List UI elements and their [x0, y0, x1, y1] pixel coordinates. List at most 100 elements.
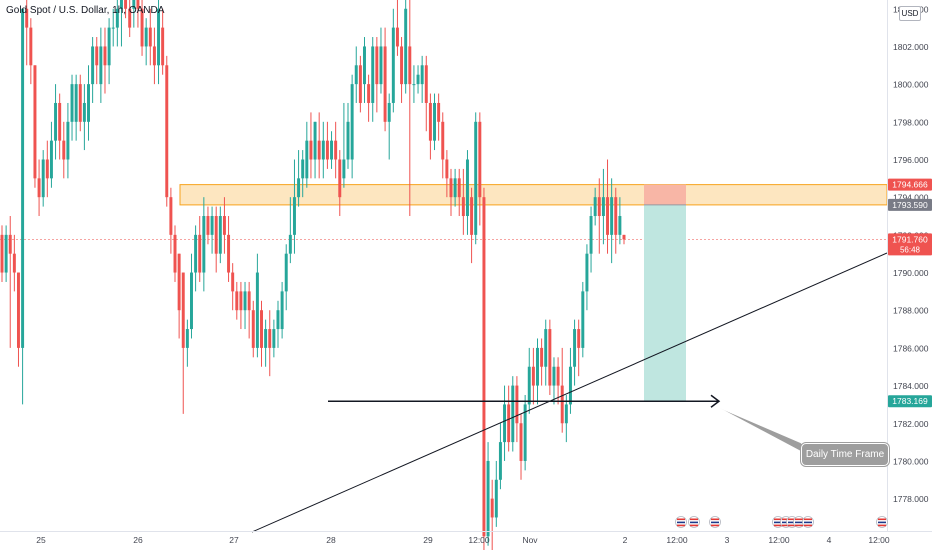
flag-stripe — [677, 518, 685, 521]
candle — [363, 37, 366, 103]
candle-body — [428, 102, 432, 141]
us-flag-event-icon[interactable] — [688, 516, 700, 528]
resistance-zone — [179, 184, 888, 206]
flag-stripe — [795, 518, 803, 521]
candle-body — [354, 65, 358, 85]
candle — [519, 413, 523, 480]
time-tick-label: 12:00 — [666, 535, 688, 545]
candle-body — [527, 366, 531, 405]
candle — [433, 93, 436, 151]
price-tick-label: 1780.000 — [893, 456, 929, 466]
candle — [111, 8, 115, 47]
us-flag-event-icon[interactable] — [709, 516, 721, 528]
candle-body — [519, 423, 523, 461]
candle — [597, 178, 601, 254]
us-flag-event-icon[interactable] — [802, 516, 814, 528]
candle-body — [210, 216, 214, 235]
candle — [556, 357, 560, 405]
candle — [255, 253, 259, 358]
flag-stripe — [804, 521, 812, 524]
candle — [194, 225, 198, 292]
zones — [179, 184, 888, 402]
us-flag-event-icon[interactable] — [876, 516, 888, 528]
candle-body — [264, 329, 268, 348]
candle-body — [99, 46, 103, 85]
candle — [136, 0, 140, 28]
candle-body — [235, 291, 239, 311]
candle — [260, 300, 263, 367]
candle-body — [433, 102, 436, 141]
candle-body — [564, 404, 568, 424]
candle — [387, 93, 391, 160]
candle — [536, 338, 539, 405]
candle — [375, 37, 379, 113]
flag-stripe — [677, 521, 685, 524]
candle — [577, 319, 581, 377]
us-flag-event-icon[interactable] — [675, 516, 687, 528]
candle-body — [523, 404, 527, 461]
candle — [309, 112, 313, 179]
time-axis[interactable]: 25 26 27 28 29 12:00 Nov 2 12:00 3 12:00 4 12:00 — [36, 535, 890, 545]
candle — [470, 187, 474, 264]
candle-body — [416, 74, 420, 85]
symbol-title: Gold Spot / U.S. Dollar, 1h, OANDA — [6, 5, 165, 16]
candle-body — [461, 197, 465, 217]
candle-body — [618, 216, 622, 235]
price-tick-label: 1784.000 — [893, 381, 929, 391]
candle-body — [272, 329, 276, 348]
candle-body — [593, 197, 597, 217]
candle — [198, 216, 202, 282]
flag-stripe — [788, 518, 796, 521]
candle-body — [103, 46, 107, 66]
candle-body — [301, 159, 305, 179]
candle-body — [317, 140, 321, 160]
candle — [568, 347, 572, 414]
event-icons[interactable] — [675, 516, 888, 528]
candle-body — [334, 140, 338, 160]
candle-body — [247, 291, 251, 311]
flag-stripe — [690, 521, 698, 524]
candle — [297, 150, 301, 207]
candle-body — [54, 102, 58, 141]
candle — [268, 310, 272, 377]
candle-body — [486, 460, 490, 537]
candle — [391, 8, 395, 113]
candle-body — [49, 140, 53, 179]
candle-body — [548, 329, 552, 386]
candle — [45, 140, 49, 198]
candle-body — [544, 329, 548, 367]
candle-body — [363, 46, 366, 85]
candle-body — [243, 291, 247, 311]
candle-body — [453, 178, 457, 198]
candle-body — [383, 46, 387, 122]
price-tick-label: 1800.000 — [893, 80, 929, 90]
flag-stripe — [788, 524, 796, 527]
us-flag-event-icon[interactable] — [772, 516, 784, 528]
candle — [465, 150, 469, 235]
daily-time-frame-callout[interactable]: Daily Time Frame — [801, 443, 889, 466]
us-flag-event-icon[interactable] — [793, 516, 805, 528]
time-tick-label: 29 — [423, 535, 433, 545]
candle-body — [601, 197, 605, 217]
candles — [0, 0, 626, 555]
candle-body — [148, 27, 152, 47]
time-tick-label: Nov — [522, 535, 538, 545]
price-label: 1794.666 — [888, 178, 932, 191]
currency-badge[interactable]: USD — [899, 6, 921, 21]
candle — [78, 74, 82, 132]
candle-body — [507, 404, 511, 443]
candle-body — [441, 121, 445, 160]
price-label-bg — [888, 395, 932, 408]
candle — [29, 18, 33, 85]
candle-body — [177, 253, 181, 311]
candle — [507, 385, 511, 452]
candle-body — [465, 159, 469, 217]
candle-body — [33, 65, 37, 179]
candle — [523, 395, 527, 471]
candle-body — [445, 159, 449, 179]
candle-body — [457, 178, 461, 198]
